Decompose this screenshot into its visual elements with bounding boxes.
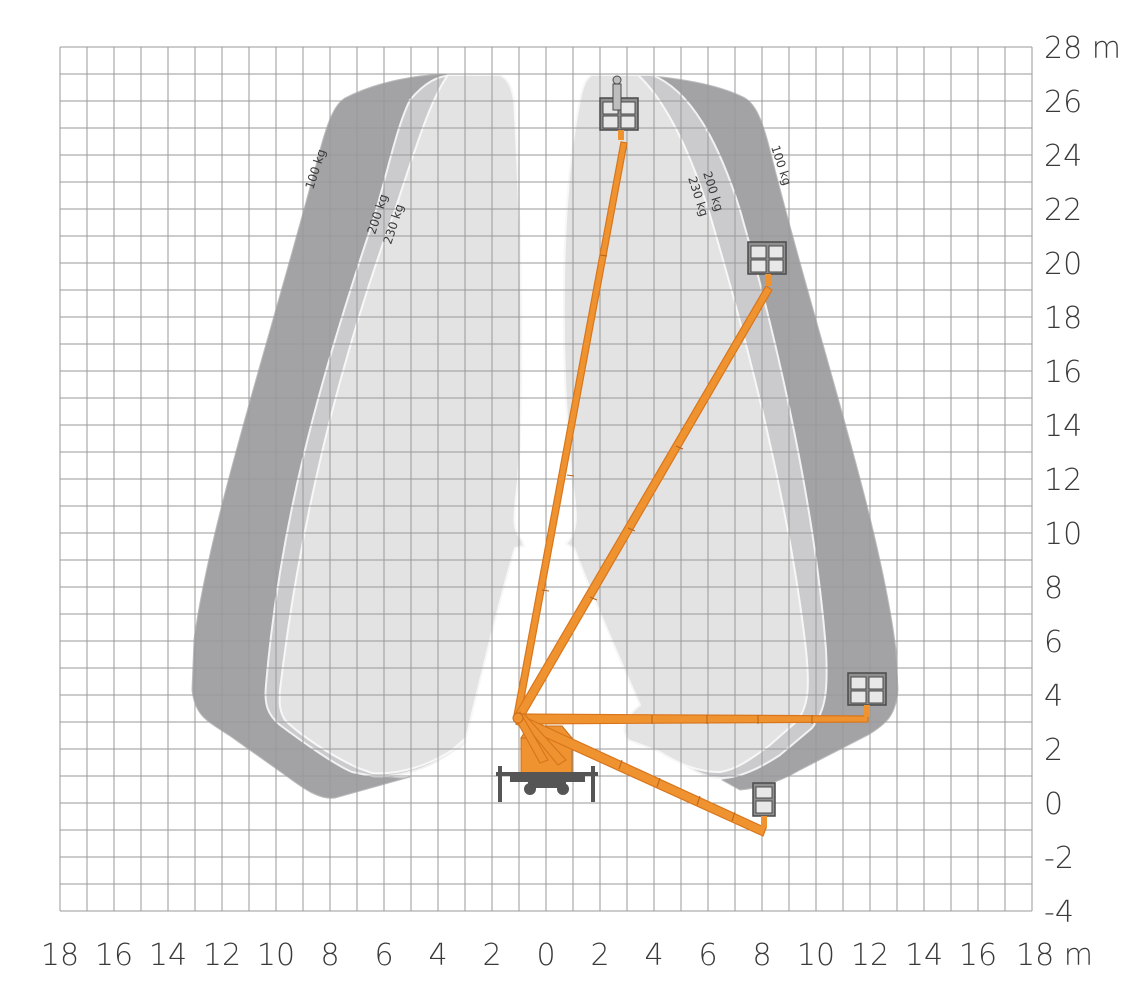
envelopes-left <box>191 73 526 799</box>
boom-diagonal-joint <box>589 596 598 601</box>
basket-horizontal <box>847 672 887 717</box>
y-tick-label: 6 <box>1044 625 1063 660</box>
y-tick-label: 14 <box>1044 409 1082 444</box>
x-tick-label: 12 <box>851 938 889 973</box>
y-tick-label: 8 <box>1044 571 1063 606</box>
y-tick-label: 24 <box>1044 139 1082 174</box>
x-tick-label: 14 <box>149 938 187 973</box>
y-tick-label: 22 <box>1044 193 1082 228</box>
basket-below-ground <box>752 782 776 828</box>
y-tick-label: 16 <box>1044 355 1082 390</box>
outrigger-right-beam <box>580 772 598 776</box>
boom-below-ground-joint <box>656 777 661 788</box>
x-tick-label: 6 <box>698 938 717 973</box>
boom-below-ground-joint <box>731 811 736 822</box>
chassis-mid <box>528 780 566 788</box>
grid <box>59 46 1033 912</box>
outrigger-right-leg <box>591 766 595 802</box>
wheel-left <box>524 783 536 795</box>
boom-pivot <box>512 712 524 724</box>
baskets <box>599 75 887 828</box>
x-tick-label: 2 <box>482 938 501 973</box>
x-tick-label: 8 <box>752 938 771 973</box>
x-tick-label: 4 <box>644 938 663 973</box>
boom-diagonal-joint <box>627 527 636 532</box>
x-tick-label: 16 <box>95 938 133 973</box>
x-tick-label: 12 <box>203 938 241 973</box>
x-axis-labels: 18 16 14 12 10 8 6 4 2 0 2 4 6 8 10 12 14 16 18 m <box>41 938 1093 973</box>
basket-max-height <box>599 75 639 140</box>
x-tick-label: 6 <box>374 938 393 973</box>
operator-body-icon <box>612 83 622 111</box>
boom-diagonal-joint <box>675 445 684 450</box>
boom-max-height-joint <box>541 589 550 592</box>
y-tick-label: -2 <box>1044 841 1074 876</box>
boom-below-ground-joint <box>618 759 623 770</box>
y-tick-label: 12 <box>1044 463 1082 498</box>
y-tick-label: 18 <box>1044 301 1082 336</box>
x-tick-label: 10 <box>797 938 835 973</box>
y-tick-label: 2 <box>1044 733 1063 768</box>
x-tick-label: 0 <box>536 938 555 973</box>
outrigger-left-beam <box>496 772 514 776</box>
x-tick-label: 8 <box>320 938 339 973</box>
basket-diagonal <box>747 241 787 286</box>
boom-horizontal <box>515 713 869 725</box>
x-tick-label: 14 <box>905 938 943 973</box>
boom-max-height-joint <box>566 474 575 477</box>
booms <box>512 141 869 837</box>
x-tick-label: 16 <box>959 938 997 973</box>
operator-head-icon <box>612 75 622 85</box>
y-tick-label: 10 <box>1044 517 1082 552</box>
x-tick-label: 4 <box>428 938 447 973</box>
x-tick-label: 18 <box>41 938 79 973</box>
boom-below-ground-joint <box>696 795 701 806</box>
boom-max-height-joint <box>599 254 608 257</box>
y-tick-label: -4 <box>1044 895 1074 930</box>
wheel-right <box>557 783 569 795</box>
y-tick-label: 26 <box>1044 85 1082 120</box>
y-tick-label: 20 <box>1044 247 1082 282</box>
chassis <box>510 772 585 782</box>
x-tick-label: 2 <box>590 938 609 973</box>
y-tick-label: 4 <box>1044 679 1063 714</box>
x-tick-label: 18 m <box>1016 938 1093 973</box>
x-tick-label: 10 <box>257 938 295 973</box>
y-tick-label: 0 <box>1044 787 1063 822</box>
outrigger-left-leg <box>498 766 502 802</box>
y-tick-label: 28 m <box>1044 31 1121 66</box>
envelope-230kg-left <box>278 74 526 775</box>
